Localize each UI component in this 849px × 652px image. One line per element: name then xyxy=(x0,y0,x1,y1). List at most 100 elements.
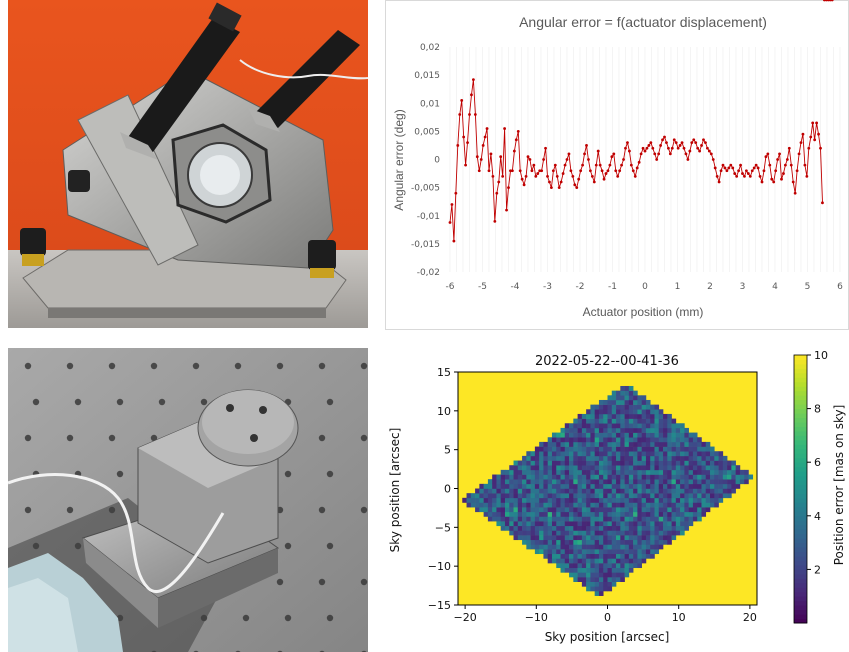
heatmap-cell xyxy=(658,474,664,480)
data-point xyxy=(707,149,711,153)
heatmap-cell xyxy=(556,516,561,522)
heatmap-cell xyxy=(620,474,625,480)
heatmap-cell xyxy=(697,465,702,471)
heatmap-cell xyxy=(522,502,527,508)
heatmap-cell xyxy=(500,502,506,508)
data-point xyxy=(649,141,653,145)
heatmap-cell xyxy=(607,395,613,401)
table-hole xyxy=(284,470,292,478)
data-point xyxy=(563,163,567,167)
heatmap-cell xyxy=(513,465,519,471)
heatmap-cell xyxy=(624,390,630,396)
heatmap-cell xyxy=(577,563,583,569)
data-point xyxy=(733,172,737,175)
heatmap-cell xyxy=(624,502,630,508)
x-tick-label: -5 xyxy=(478,282,487,292)
heatmap-cell xyxy=(556,535,561,541)
heatmap-cell xyxy=(650,418,655,424)
heatmap-cell xyxy=(504,493,510,499)
heatmap-cell xyxy=(586,535,591,541)
heatmap-cell xyxy=(684,497,689,503)
heatmap-cell xyxy=(598,567,604,573)
heatmap-cell xyxy=(607,483,613,489)
heatmap-cell xyxy=(641,474,647,480)
colorbar-segment xyxy=(794,422,807,427)
heatmap-cell xyxy=(483,507,489,513)
heatmap-cell xyxy=(564,539,570,545)
heatmap-cell xyxy=(663,446,668,452)
colorbar-segment xyxy=(794,614,807,620)
table-hole xyxy=(318,362,326,370)
data-point xyxy=(448,221,452,224)
heatmap-cell xyxy=(564,535,570,541)
heatmap-cell xyxy=(607,544,613,550)
heatmap-cell xyxy=(598,404,604,410)
heatmap-cell xyxy=(577,427,583,433)
heatmap-cell xyxy=(710,497,715,503)
heatmap-cell xyxy=(607,427,613,433)
heatmap-cell xyxy=(590,409,595,415)
heatmap-cell xyxy=(714,474,719,480)
heatmap-cell xyxy=(628,553,634,559)
heatmap-cell xyxy=(556,483,561,489)
heatmap-cell xyxy=(645,511,651,517)
heatmap-cell xyxy=(577,530,583,536)
heatmap-cell xyxy=(641,479,647,485)
heatmap-cell xyxy=(607,432,613,438)
heatmap-cell xyxy=(594,507,600,513)
heatmap-cell xyxy=(513,511,519,517)
heatmap-cell xyxy=(573,572,578,578)
heatmap-cell xyxy=(500,511,506,517)
table-hole xyxy=(66,506,74,514)
heatmap-cell xyxy=(598,577,604,582)
heatmap-cell xyxy=(496,493,502,499)
heatmap-cell xyxy=(564,469,570,475)
heatmap-cell xyxy=(637,437,642,443)
heatmap-cell xyxy=(641,502,647,508)
heatmap-cell xyxy=(543,507,548,513)
heatmap-cell xyxy=(586,474,591,480)
heatmap-cell xyxy=(710,460,715,466)
heatmap-cell xyxy=(603,451,608,457)
heatmap-cell xyxy=(590,437,595,443)
heatmap-cell xyxy=(650,441,655,447)
colorbar-segment xyxy=(794,457,807,463)
heatmap-cell xyxy=(611,553,617,559)
heatmap-cell xyxy=(616,493,621,499)
heatmap-cell xyxy=(586,553,591,559)
heatmap-cell xyxy=(569,563,574,569)
heatmap-cell xyxy=(645,446,651,452)
heatmap-cell xyxy=(492,497,497,503)
heatmap-cell xyxy=(547,455,553,461)
x-tick-label: 4 xyxy=(772,282,778,292)
heatmap-cell xyxy=(637,455,642,461)
data-point xyxy=(760,180,764,184)
heatmap-cell xyxy=(654,549,660,555)
table-hole xyxy=(32,398,40,406)
heatmap-cell xyxy=(620,577,625,582)
heatmap-cell xyxy=(547,441,553,447)
heatmap-cell xyxy=(620,460,625,466)
heatmap-cell xyxy=(671,479,677,485)
colorbar-segment xyxy=(794,529,807,535)
heatmap-cell xyxy=(517,525,523,531)
heatmap-cell xyxy=(620,395,625,401)
heatmap-cell xyxy=(573,469,578,475)
heatmap-cell xyxy=(530,516,536,522)
heatmap-cell xyxy=(496,507,502,513)
heatmap-cell xyxy=(569,427,574,433)
heatmap-cell xyxy=(603,399,608,405)
heatmap-cell xyxy=(671,493,677,499)
heatmap-cell xyxy=(616,455,621,461)
heatmap-cell xyxy=(530,483,536,489)
heatmap-cell xyxy=(624,572,630,578)
heatmap-cell xyxy=(543,446,548,452)
heatmap-cell xyxy=(671,521,677,527)
heatmap-cell xyxy=(530,451,536,457)
heatmap-cell xyxy=(564,465,570,471)
heatmap-cell xyxy=(539,539,544,545)
heatmap-cell xyxy=(645,553,651,559)
heatmap-cell xyxy=(628,563,634,569)
heatmap-cell xyxy=(560,497,566,503)
heatmap-cell xyxy=(697,516,702,522)
